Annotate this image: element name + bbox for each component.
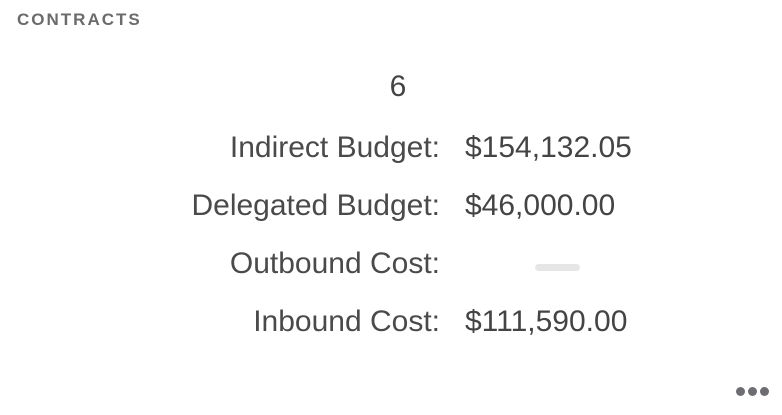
- label: Outbound Cost:: [229, 247, 440, 280]
- ellipsis-horizontal-icon: [748, 387, 757, 396]
- label: Inbound Cost:: [253, 305, 440, 338]
- contract-count: 6: [389, 70, 407, 103]
- label: Delegated Budget:: [191, 189, 440, 222]
- card-title: CONTRACTS: [17, 10, 142, 29]
- empty-value-placeholder: [535, 264, 580, 271]
- row-inbound-cost: Inbound Cost: $111,590.00: [0, 305, 782, 345]
- label: Indirect Budget:: [229, 131, 440, 164]
- row-indirect-budget: Indirect Budget: $154,132.05: [0, 131, 782, 171]
- row-outbound-cost: Outbound Cost:: [0, 247, 782, 291]
- row-delegated-budget: Delegated Budget: $46,000.00: [0, 189, 782, 229]
- value: $46,000.00: [465, 189, 616, 222]
- ellipsis-horizontal-icon: [760, 387, 769, 396]
- ellipsis-horizontal-icon: [736, 387, 745, 396]
- value: $111,590.00: [465, 305, 628, 338]
- more-options-button[interactable]: [736, 387, 769, 396]
- value: $154,132.05: [465, 131, 632, 164]
